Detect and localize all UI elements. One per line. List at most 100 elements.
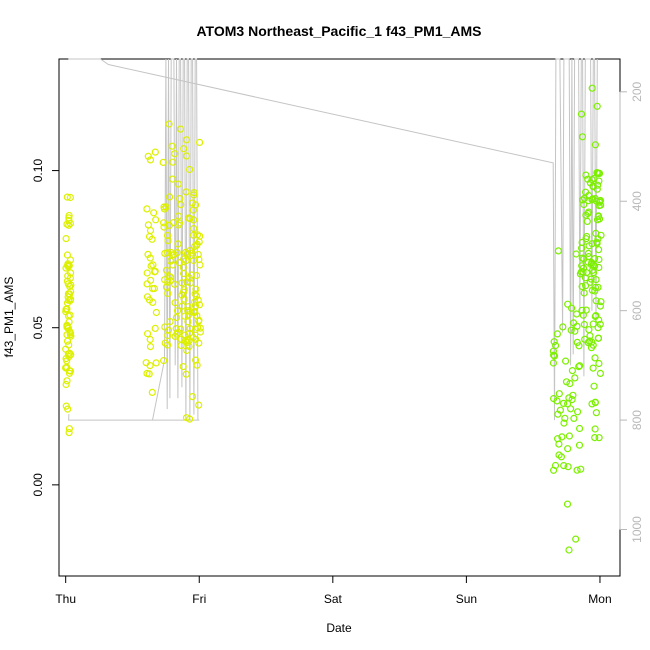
data-point [160,223,168,231]
data-point [159,158,167,166]
data-point [184,307,192,315]
data-point [595,255,603,264]
data-point [186,415,194,423]
data-point [577,268,585,276]
data-point [185,274,193,282]
data-point [66,256,75,264]
x-axis: Thu Fri Sat Sun Mon [55,575,612,606]
data-point [566,380,574,388]
data-point [166,193,174,201]
data-point [570,414,578,422]
right-tick-label: 1000 [630,516,644,543]
data-point [146,226,155,235]
right-tick-label: 600 [630,300,644,320]
data-point [585,326,593,334]
data-point [188,393,196,401]
data-point [167,257,175,265]
data-point [148,235,156,243]
data-point [143,205,151,213]
data-point [143,280,151,288]
data-point [565,432,574,440]
data-point [149,285,157,293]
right-axis: 200 400 600 800 1000 [619,81,644,543]
data-point [555,390,563,398]
data-point [192,201,200,209]
data-point [594,246,603,254]
data-point [66,282,74,290]
data-point [162,266,171,274]
data-point [573,338,581,346]
data-point [66,269,75,277]
data-point [179,263,187,272]
data-point [190,216,198,224]
data-point [572,310,581,318]
data-point [589,341,597,349]
y-axis-label: f43_PM1_AMS [2,277,16,358]
data-point [161,276,169,284]
right-tick-label: 200 [630,81,644,101]
x-tick-label: Mon [588,592,611,606]
data-point [150,209,158,217]
data-point [146,362,154,370]
data-point [143,269,151,277]
data-point [179,288,187,296]
right-tick-label: 800 [630,410,644,430]
data-point [160,357,168,365]
data-point [63,251,72,259]
data-point [589,183,597,191]
data-point [63,363,71,371]
data-point [185,342,193,351]
data-point [562,378,571,386]
data-point [591,354,599,362]
data-point [589,269,598,277]
data-point [66,193,75,202]
data-point [564,300,572,308]
altitude-line [152,58,199,421]
data-point [576,362,584,370]
data-point [161,339,169,347]
data-point [580,200,588,209]
data-point [195,401,203,409]
data-point [578,133,587,141]
data-point [166,318,174,326]
data-point [587,275,595,283]
data-point [65,216,73,224]
data-point [174,240,182,248]
data-point [582,306,590,314]
data-point [564,445,572,453]
data-point [181,331,189,339]
data-point [573,408,582,416]
data-point [556,406,565,414]
data-point [591,434,599,442]
data-point [582,171,590,179]
data-point [176,195,184,203]
data-point [190,225,198,233]
data-point [63,220,71,228]
plot-frame [58,58,621,577]
data-point [557,453,566,461]
data-point [560,419,568,427]
data-point [558,433,566,441]
data-point [580,320,589,329]
data-points [62,84,605,554]
data-point [196,261,204,269]
data-point [573,322,581,330]
data-point [553,330,562,338]
data-point [589,364,597,372]
data-point [592,276,600,284]
data-point [63,377,71,385]
data-point [62,402,70,410]
data-point [182,370,190,378]
data-point [163,231,172,240]
data-point [586,278,594,286]
data-point [566,405,575,413]
y-tick-label: 0.10 [31,159,45,183]
data-point [578,196,587,204]
data-point [591,425,599,433]
data-point [186,165,194,174]
data-point [595,316,603,324]
data-point [593,181,602,189]
data-point [590,382,598,390]
data-point [588,286,597,294]
chart-title: ATOM3 Northeast_Pacific_1 f43_PM1_AMS [196,23,481,39]
